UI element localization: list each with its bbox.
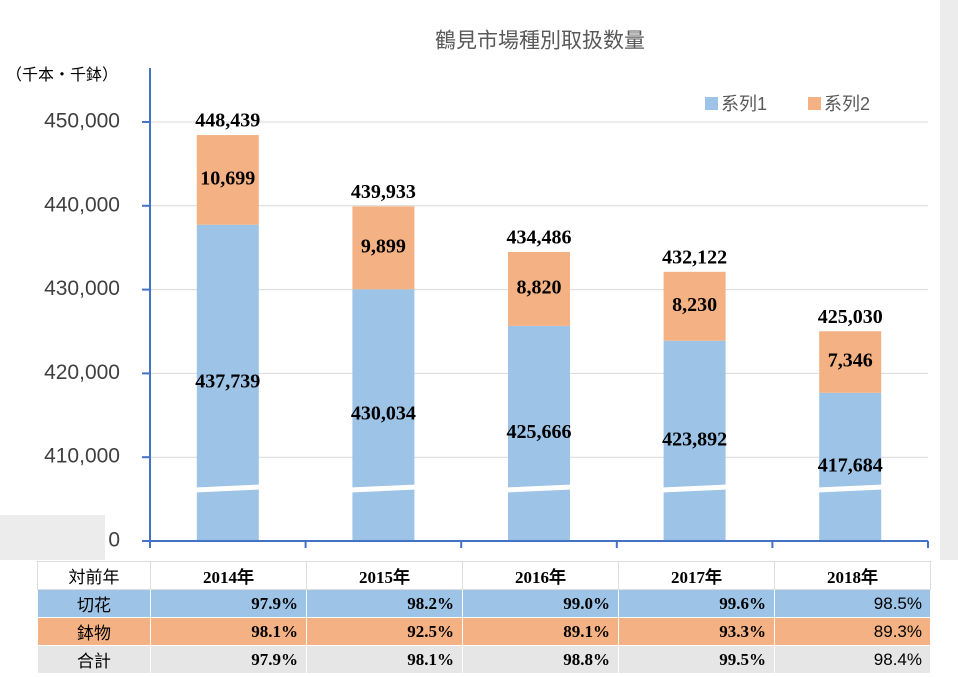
axis-break — [661, 484, 728, 493]
data-table: 対前年 2014年 2015年 2016年 2017年 2018年 切花 97.9% 98.2%… — [37, 561, 931, 674]
total-label: 434,486 — [507, 227, 572, 249]
column-header: 2015年 — [306, 561, 463, 590]
table-header-row: 対前年 2014年 2015年 2016年 2017年 2018年 — [37, 561, 931, 590]
table-body: 対前年 2014年 2015年 2016年 2017年 2018年 切花 97.9% 98.2%… — [37, 561, 931, 674]
table-cell: 98.8% — [462, 645, 619, 674]
chart-title: 鶴見市場種別取扱数量 — [435, 30, 645, 53]
legend-label: 系列2 — [824, 94, 870, 114]
table-cell: 99.0% — [462, 589, 619, 618]
value-label: 430,034 — [351, 403, 416, 425]
row-label: 鉢物 — [37, 617, 151, 646]
legend-label: 系列1 — [721, 94, 767, 114]
axis-break — [817, 484, 884, 493]
row-label: 合計 — [37, 645, 151, 674]
value-label: 8,820 — [517, 277, 562, 299]
value-label: 425,666 — [507, 421, 572, 443]
table-cell: 97.9% — [150, 589, 307, 618]
axis-break — [505, 484, 573, 493]
table-cell: 98.5% — [774, 589, 931, 618]
bar-segment — [352, 206, 415, 290]
bar-segment — [352, 289, 415, 541]
chart: 鶴見市場種別取扱数量 （千本・千鉢） 0 410,000 420,000 430,00… — [0, 0, 958, 560]
y-axis-label: （千本・千鉢） — [6, 66, 118, 84]
table-cell: 92.5% — [306, 617, 463, 646]
y-tick-label: 430,000 — [44, 277, 120, 300]
total-label: 448,439 — [195, 110, 260, 132]
value-label: 437,739 — [195, 370, 260, 392]
y-tick-label: 410,000 — [44, 445, 120, 468]
bar-segment — [663, 271, 726, 341]
table-row: 合計 97.9% 98.1% 98.8% 99.5% 98.4% — [37, 645, 931, 674]
y-tick-label: 440,000 — [44, 193, 120, 216]
table-cell: 89.1% — [462, 617, 619, 646]
total-label: 439,933 — [351, 181, 416, 203]
value-label: 9,899 — [361, 235, 406, 257]
table-cell: 89.3% — [774, 617, 931, 646]
bar-segment — [508, 251, 570, 326]
legend-swatch — [705, 97, 718, 110]
column-header: 2017年 — [618, 561, 775, 590]
y-tick-label: 420,000 — [44, 361, 120, 384]
y-tick-label: 450,000 — [44, 110, 120, 133]
table-cell: 99.5% — [618, 645, 775, 674]
table-row: 切花 97.9% 98.2% 99.0% 99.6% 98.5% — [37, 589, 931, 618]
y-tick-label: 0 — [108, 529, 120, 552]
table-cell: 98.2% — [306, 589, 463, 618]
column-header: 2014年 — [150, 561, 307, 590]
table-header: 対前年 — [37, 561, 151, 590]
bar-segment — [508, 325, 570, 541]
table-cell: 98.1% — [150, 617, 307, 646]
axis-break — [350, 484, 417, 493]
total-label: 425,030 — [818, 306, 883, 328]
legend-swatch — [808, 97, 821, 110]
value-label: 7,346 — [828, 350, 873, 372]
table-row: 鉢物 98.1% 92.5% 89.1% 93.3% 89.3% — [37, 617, 931, 646]
table-cell: 99.6% — [618, 589, 775, 618]
value-label: 417,684 — [818, 454, 883, 476]
value-label: 10,699 — [200, 167, 255, 189]
bar-segment — [196, 135, 259, 225]
value-label: 423,892 — [662, 428, 727, 450]
total-label: 432,122 — [662, 246, 727, 268]
value-label: 8,230 — [672, 294, 717, 316]
table-cell: 98.4% — [774, 645, 931, 674]
bar-segment — [819, 392, 882, 541]
table-cell: 97.9% — [150, 645, 307, 674]
row-label: 切花 — [37, 589, 151, 618]
table-cell: 93.3% — [618, 617, 775, 646]
background — [0, 515, 105, 560]
table-cell: 98.1% — [306, 645, 463, 674]
axis-break — [194, 484, 261, 493]
bar-segment — [663, 340, 726, 541]
background — [940, 0, 958, 560]
column-header: 2016年 — [462, 561, 619, 590]
column-header: 2018年 — [774, 561, 931, 590]
bar-segment — [819, 331, 882, 393]
